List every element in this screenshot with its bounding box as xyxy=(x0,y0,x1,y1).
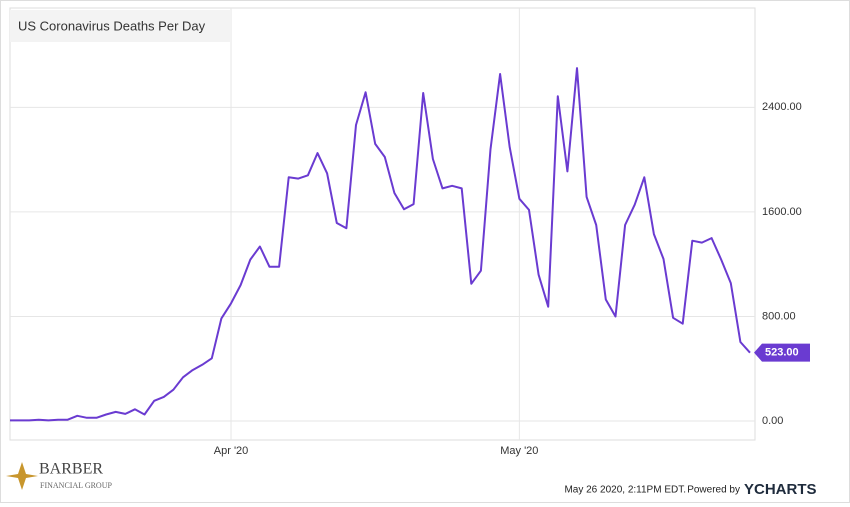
x-tick-label: Apr '20 xyxy=(214,445,249,457)
y-tick-label: 2400.00 xyxy=(762,101,802,113)
logo-tagline: FINANCIAL GROUP xyxy=(40,481,112,490)
value-label-box xyxy=(754,343,810,362)
brand: YCHARTS xyxy=(744,481,817,498)
value-label: 523.00 xyxy=(765,347,799,359)
line xyxy=(10,67,751,422)
chart-title: US Coronavirus Deaths Per Day xyxy=(18,18,206,33)
logo: BARBER FINANCIAL GROUP xyxy=(6,461,112,490)
y-tick-label: 0.00 xyxy=(762,415,783,427)
logo-name: BARBER xyxy=(39,461,103,478)
y-tick-label: 800.00 xyxy=(762,310,796,322)
logo-star xyxy=(6,462,38,490)
x-tick-label: May '20 xyxy=(500,445,538,457)
powered-by: Powered by xyxy=(687,485,740,496)
plot-frame xyxy=(9,7,756,441)
timestamp: May 26 2020, 2:11PM EDT. xyxy=(564,485,686,496)
y-tick-label: 1600.00 xyxy=(762,206,802,218)
title-box xyxy=(10,10,230,42)
